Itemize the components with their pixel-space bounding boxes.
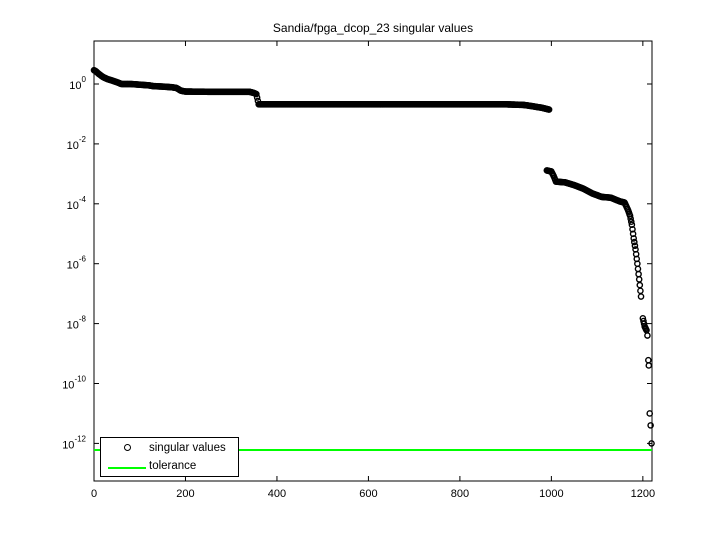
axis-ticks: 0 200 400 600 800 1000 1200 100 10-2 10-4 10-6 10-8… xyxy=(62,41,655,500)
y-tick-label: 10-8 xyxy=(67,315,87,332)
legend: singular values tolerance xyxy=(100,437,239,477)
legend-label: tolerance xyxy=(149,460,197,472)
x-tick-label: 200 xyxy=(176,488,194,500)
singular-value-points xyxy=(90,66,655,447)
circle-marker-icon xyxy=(124,444,131,451)
x-tick-label: 1000 xyxy=(539,488,563,500)
x-tick-label: 800 xyxy=(451,488,469,500)
chart-title: Sandia/fpga_dcop_23 singular values xyxy=(272,21,474,35)
x-tick-label: 400 xyxy=(268,488,286,500)
x-tick-label: 600 xyxy=(359,488,377,500)
axes-frame xyxy=(93,40,653,482)
y-tick-label: 100 xyxy=(69,75,86,92)
x-tick-label: 0 xyxy=(91,488,97,500)
y-tick-label: 10-12 xyxy=(62,434,86,451)
legend-item-tolerance: tolerance xyxy=(101,458,238,476)
y-tick-label: 10-2 xyxy=(67,135,87,152)
y-tick-label: 10-4 xyxy=(67,195,87,212)
legend-item-singular-values: singular values xyxy=(101,440,238,458)
x-tick-label: 1200 xyxy=(631,488,655,500)
y-tick-label: 10-10 xyxy=(62,375,86,392)
line-marker-icon xyxy=(108,467,146,469)
legend-label: singular values xyxy=(149,442,226,454)
y-tick-label: 10-6 xyxy=(67,255,87,272)
